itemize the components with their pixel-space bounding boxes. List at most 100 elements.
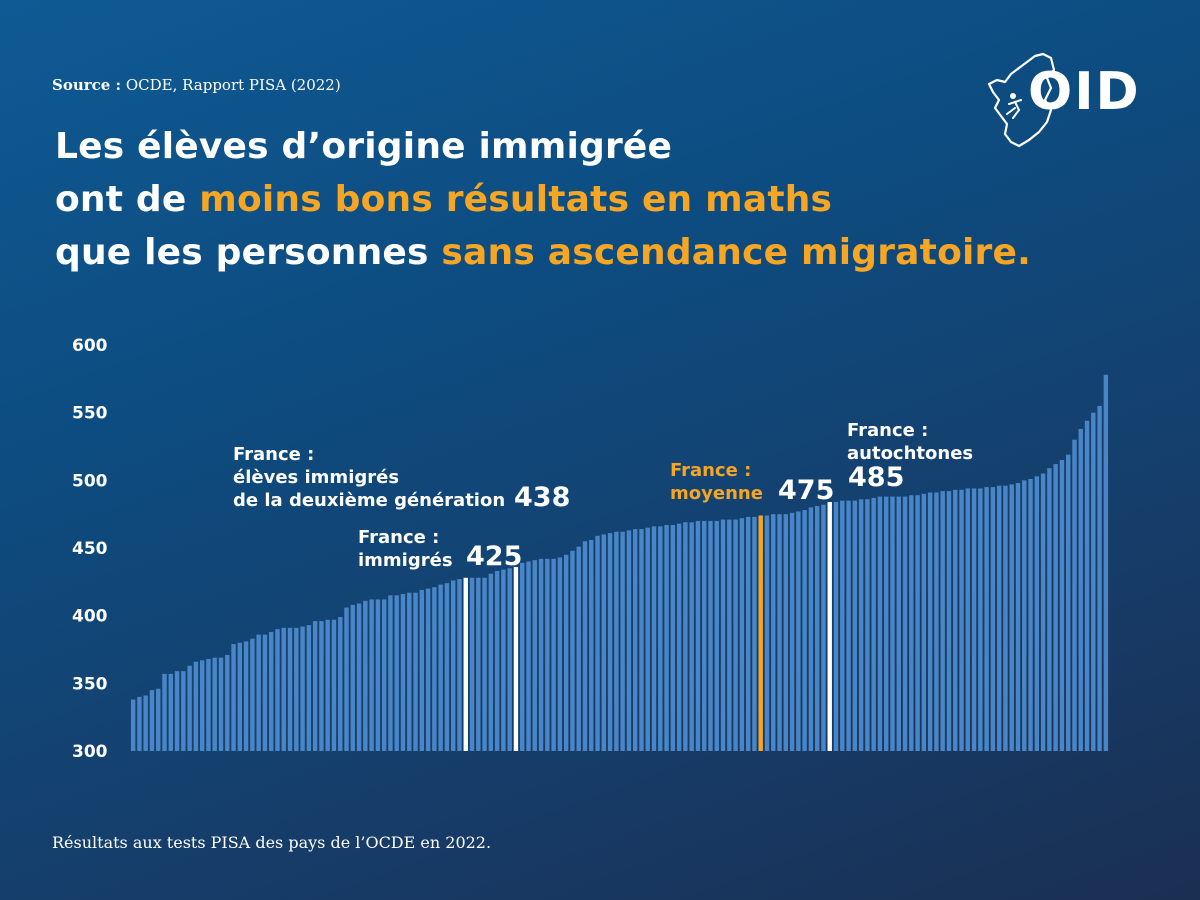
bar [1072,439,1077,751]
bar [695,520,701,751]
bar [896,496,901,751]
bar [130,699,136,751]
bar [984,487,989,751]
bar [494,571,500,751]
logo-text: OID [1028,62,1141,122]
bar [1078,428,1083,751]
annotation-value: 475 [778,475,834,506]
bar [281,627,286,751]
bar [1084,420,1090,751]
title-line-1: Les élèves d’origine immigrée [55,126,673,167]
bar [877,496,883,751]
bar [752,516,757,751]
bar [444,583,450,751]
bar [990,487,996,751]
source-text: OCDE, Rapport PISA (2022) [121,76,341,94]
bar [846,500,851,751]
y-tick-label: 550 [72,404,108,424]
bar [890,496,895,751]
bar [1015,483,1021,751]
bar-highlight [827,501,832,751]
bar [670,524,676,751]
y-tick-label: 400 [72,607,108,627]
bar [212,657,217,751]
bar [432,587,437,751]
bar [338,617,343,751]
bar [375,599,381,751]
annotation-label: France : [847,420,928,441]
bar [651,526,657,751]
bar [1028,478,1033,751]
bar [777,514,782,751]
bar [400,594,406,751]
bar [796,511,801,751]
y-tick-label: 450 [72,539,108,559]
bar [1053,464,1058,751]
bar [1103,374,1109,751]
bar [394,595,399,751]
bar [789,512,795,751]
bar [1097,405,1102,751]
bar-highlight [463,577,468,751]
bar [149,690,155,751]
bar [451,580,456,751]
bar [381,599,387,751]
bar [915,495,920,751]
bar [808,507,814,751]
bar [733,519,738,751]
annotation-label: France : [670,460,751,481]
bar [595,535,600,751]
bar [262,634,268,751]
annotation-value: 438 [514,482,570,513]
bar [488,573,494,751]
bar [620,531,625,751]
bar [909,495,914,751]
bar [256,634,261,751]
bar [658,526,663,751]
bar [162,673,167,751]
bar [551,558,556,751]
bar [632,529,638,751]
bar [181,671,186,751]
bars [130,374,1109,751]
bar [771,514,776,751]
bar [319,621,324,751]
bar [1059,460,1065,751]
bar [745,516,751,751]
bar [582,541,588,751]
page-title: Les élèves d’origine immigrée ont de moi… [55,120,1031,279]
bar [1022,480,1027,751]
oid-logo: OID [985,48,1145,158]
y-tick-label: 500 [72,471,108,491]
bar [940,491,945,751]
bar [833,501,839,751]
bar [482,577,487,751]
bar [714,520,719,751]
bar [526,561,531,751]
bar [476,577,481,751]
source-label: Source : [52,76,122,94]
annotation-label: France : [358,527,439,548]
bar-highlight [513,566,519,751]
bar [168,673,173,751]
bar [614,531,619,751]
bar [720,519,726,751]
bar [344,607,349,751]
bar [206,658,211,751]
bar [350,604,355,751]
bar [689,522,694,751]
bar [852,500,858,751]
bar [1066,454,1071,751]
bar [520,562,525,751]
bar [971,488,977,751]
bar [814,506,820,751]
annotation-label: élèves immigrés [233,467,399,488]
bar [1009,484,1014,751]
annotation-label: immigrés [358,550,453,571]
bar [243,641,249,751]
bar [953,489,958,751]
bar [269,631,274,751]
chart-caption: Résultats aux tests PISA des pays de l’O… [52,833,492,852]
bar-highlight [758,515,763,751]
bar [250,638,255,751]
